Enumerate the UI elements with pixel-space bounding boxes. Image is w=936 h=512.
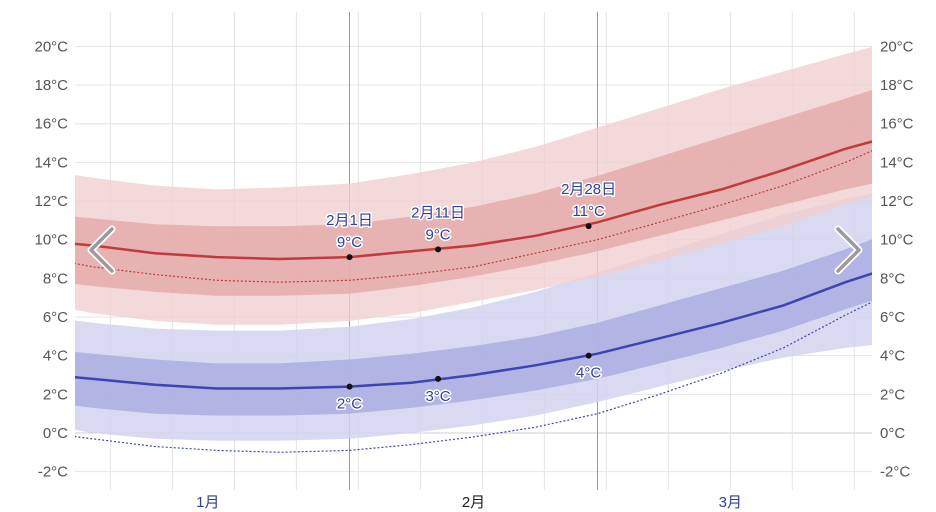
y-tick-label-right: 6°C: [880, 309, 905, 326]
high-band-25-75: [75, 89, 872, 296]
annotation-point: [585, 352, 592, 359]
annotation-point: [435, 375, 442, 382]
y-tick-label-right: -2°C: [880, 464, 910, 481]
month-label: 2月: [462, 494, 485, 511]
y-tick-label-right: 0°C: [880, 425, 905, 442]
percentile-bands: [75, 46, 872, 441]
annotation-labels: 2月1日 9°C 2月11日 9°C 2月28日 11°C 2°C 3°C 4°C: [325, 180, 618, 414]
series-lines: [75, 140, 872, 453]
annotation-point: [346, 383, 353, 390]
y-axis-right: 20°C 18°C 16°C 14°C 12°C 10°C 8°C 6°C 4°C 2°C 0°C -…: [880, 38, 914, 480]
y-tick-label-left: 4°C: [43, 348, 68, 365]
annotation-label: 11°C: [572, 203, 605, 220]
chevron-right-icon: [836, 227, 861, 273]
y-tick-label-left: 6°C: [43, 309, 68, 326]
month-label: 3月: [719, 494, 742, 511]
prev-button[interactable]: [80, 222, 120, 278]
y-tick-label-right: 10°C: [880, 232, 914, 249]
y-tick-label-right: 20°C: [880, 38, 914, 55]
annotation-point: [585, 223, 592, 230]
y-tick-label-left: 14°C: [34, 154, 68, 171]
x-axis-months: 1月 2月 3月: [196, 494, 742, 511]
y-tick-label-left: 18°C: [34, 77, 68, 94]
y-tick-label-right: 12°C: [880, 193, 914, 210]
y-tick-label-right: 16°C: [880, 116, 914, 133]
month-label: 1月: [196, 494, 219, 511]
annotation-label: 2月28日: [561, 181, 616, 198]
annotation-points: [346, 223, 592, 390]
high-mean-line: [75, 140, 872, 261]
annotation-point: [346, 254, 353, 261]
y-tick-label-left: 2°C: [43, 386, 68, 403]
chevron-left-icon: [89, 227, 114, 273]
y-tick-label-left: 8°C: [43, 270, 68, 287]
annotation-label: 4°C: [576, 365, 601, 382]
next-button[interactable]: [826, 222, 866, 278]
y-tick-label-left: 0°C: [43, 425, 68, 442]
annotation-label: 2°C: [337, 396, 362, 413]
high-normal-line: [75, 150, 872, 283]
annotation-label: 2月1日: [326, 212, 373, 229]
annotation-label: 3°C: [425, 388, 450, 405]
y-tick-label-right: 2°C: [880, 386, 905, 403]
y-axis-left: 20°C 18°C 16°C 14°C 12°C 10°C 8°C 6°C 4°C 2°C 0°C -…: [34, 38, 68, 480]
low-normal-line: [75, 301, 872, 453]
y-tick-label-right: 18°C: [880, 77, 914, 94]
y-tick-label-left: 10°C: [34, 232, 68, 249]
low-mean-line: [75, 272, 872, 390]
annotation-label: 9°C: [337, 234, 362, 251]
annotation-label: 2月11日: [411, 204, 465, 221]
annotation-label: 9°C: [425, 226, 450, 243]
annotation-point: [435, 246, 442, 253]
low-band-25-75: [75, 239, 872, 416]
y-tick-label-left: 20°C: [34, 38, 68, 55]
y-tick-label-left: 12°C: [34, 193, 68, 210]
y-tick-label-right: 8°C: [880, 270, 905, 287]
y-tick-label-right: 4°C: [880, 348, 905, 365]
y-tick-label-right: 14°C: [880, 154, 914, 171]
y-tick-label-left: 16°C: [34, 116, 68, 133]
y-tick-label-left: -2°C: [38, 464, 68, 481]
